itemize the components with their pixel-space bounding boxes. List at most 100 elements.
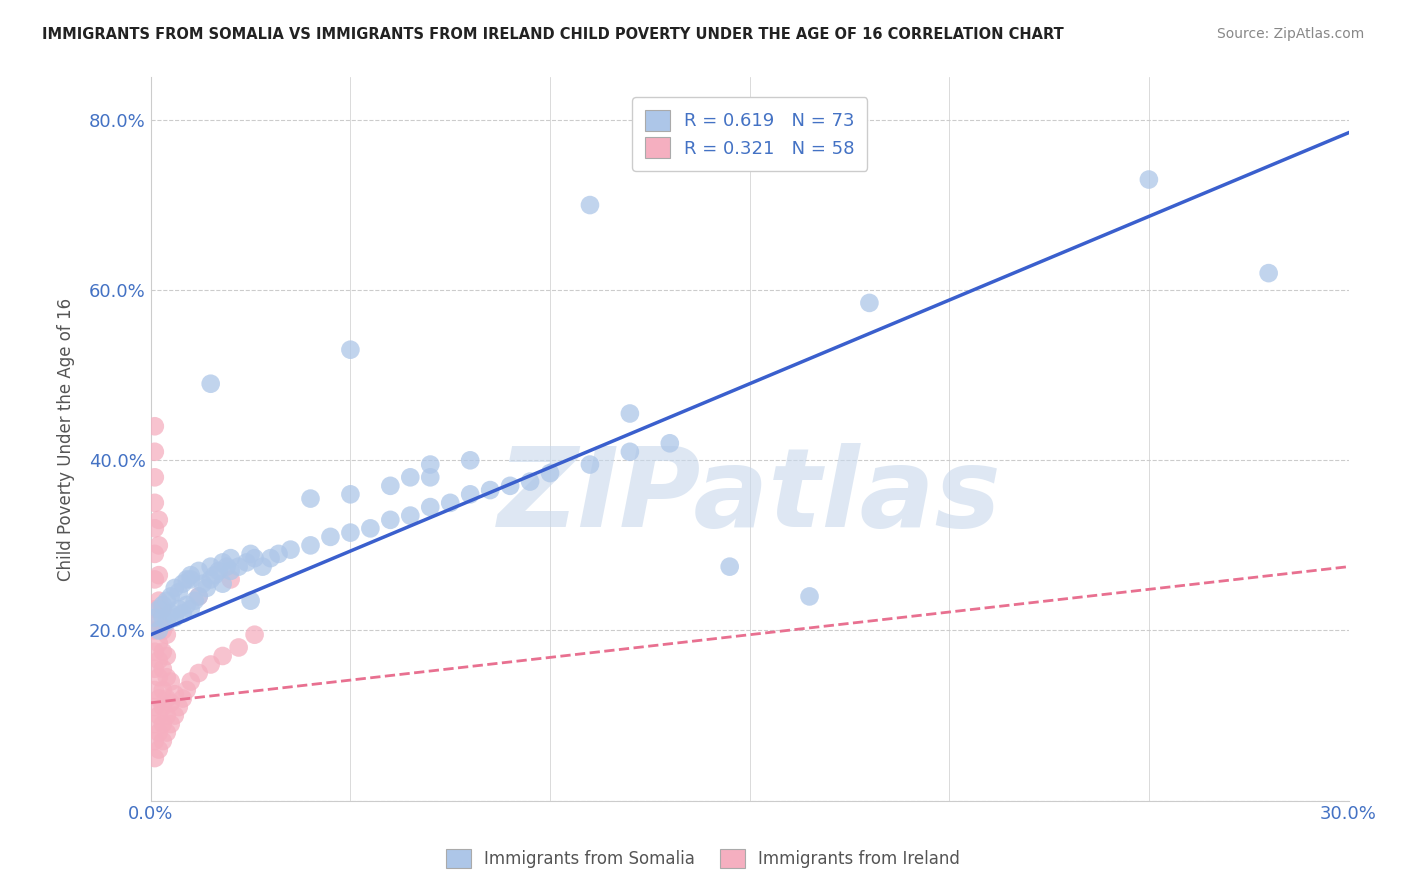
Point <box>191 576 214 591</box>
Point <box>159 717 181 731</box>
Point <box>143 573 166 587</box>
Point <box>319 530 342 544</box>
Point <box>180 573 202 587</box>
Point <box>152 734 174 748</box>
Point <box>204 568 226 582</box>
Point <box>163 581 186 595</box>
Point <box>176 598 198 612</box>
Point <box>159 590 181 604</box>
Point <box>176 683 198 698</box>
Point <box>163 610 186 624</box>
Point <box>419 458 441 472</box>
Point <box>479 483 502 497</box>
Text: IMMIGRANTS FROM SOMALIA VS IMMIGRANTS FROM IRELAND CHILD POVERTY UNDER THE AGE O: IMMIGRANTS FROM SOMALIA VS IMMIGRANTS FR… <box>42 27 1064 42</box>
Point <box>172 691 194 706</box>
Point <box>148 636 170 650</box>
Point <box>180 602 202 616</box>
Point <box>167 585 190 599</box>
Point <box>619 444 641 458</box>
Point <box>156 593 179 607</box>
Point <box>148 624 170 638</box>
Point <box>143 751 166 765</box>
Point <box>299 538 322 552</box>
Point <box>359 521 381 535</box>
Point <box>156 708 179 723</box>
Legend: R = 0.619   N = 73, R = 0.321   N = 58: R = 0.619 N = 73, R = 0.321 N = 58 <box>631 97 868 170</box>
Point <box>143 645 166 659</box>
Point <box>399 508 422 523</box>
Point <box>143 624 166 638</box>
Point <box>148 593 170 607</box>
Point <box>143 470 166 484</box>
Point <box>143 419 166 434</box>
Point <box>148 725 170 739</box>
Point <box>152 700 174 714</box>
Point <box>172 576 194 591</box>
Point <box>419 470 441 484</box>
Point <box>228 559 250 574</box>
Point <box>183 593 205 607</box>
Point <box>187 665 209 680</box>
Point <box>211 555 233 569</box>
Point <box>219 551 242 566</box>
Point <box>156 648 179 663</box>
Point <box>143 683 166 698</box>
Point <box>799 590 821 604</box>
Point <box>152 717 174 731</box>
Point <box>211 648 233 663</box>
Point <box>143 662 166 676</box>
Point <box>172 607 194 621</box>
Point <box>579 458 602 472</box>
Legend: Immigrants from Somalia, Immigrants from Ireland: Immigrants from Somalia, Immigrants from… <box>439 842 967 875</box>
Point <box>152 610 174 624</box>
Point <box>339 343 361 357</box>
Point <box>148 708 170 723</box>
Point <box>156 725 179 739</box>
Point <box>267 547 290 561</box>
Point <box>152 645 174 659</box>
Point <box>1137 172 1160 186</box>
Point <box>499 479 522 493</box>
Point <box>380 513 402 527</box>
Point <box>159 674 181 689</box>
Point <box>235 555 257 569</box>
Point <box>148 513 170 527</box>
Point <box>143 602 166 616</box>
Point <box>148 615 170 629</box>
Point <box>399 470 422 484</box>
Point <box>156 628 179 642</box>
Point <box>239 547 262 561</box>
Point <box>858 296 880 310</box>
Point <box>143 444 166 458</box>
Point <box>148 691 170 706</box>
Point <box>148 653 170 667</box>
Point <box>243 551 266 566</box>
Point <box>458 487 481 501</box>
Point <box>159 696 181 710</box>
Point <box>143 734 166 748</box>
Point <box>200 573 222 587</box>
Point <box>187 564 209 578</box>
Text: Source: ZipAtlas.com: Source: ZipAtlas.com <box>1216 27 1364 41</box>
Point <box>419 500 441 514</box>
Point <box>458 453 481 467</box>
Point <box>152 683 174 698</box>
Point <box>143 700 166 714</box>
Point <box>211 576 233 591</box>
Point <box>148 538 170 552</box>
Point <box>339 487 361 501</box>
Point <box>156 691 179 706</box>
Point <box>219 564 242 578</box>
Point <box>215 559 238 574</box>
Point <box>159 607 181 621</box>
Point <box>143 496 166 510</box>
Point <box>176 573 198 587</box>
Point <box>718 559 741 574</box>
Point <box>200 657 222 672</box>
Point <box>152 624 174 638</box>
Point <box>187 590 209 604</box>
Point <box>167 700 190 714</box>
Point <box>148 602 170 616</box>
Point <box>163 687 186 701</box>
Point <box>339 525 361 540</box>
